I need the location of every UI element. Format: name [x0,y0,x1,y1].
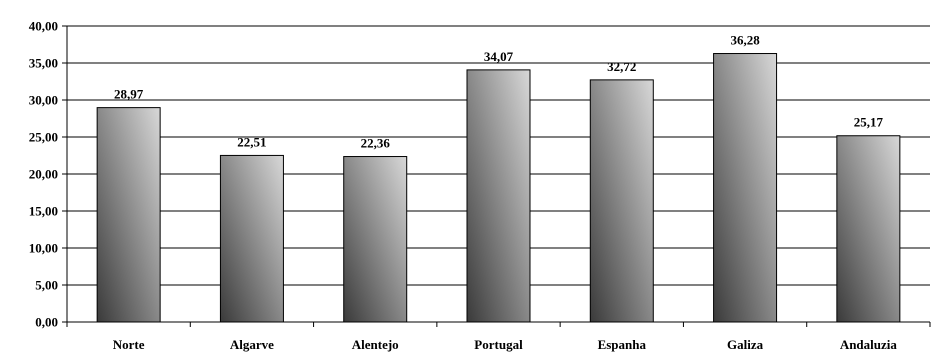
y-tick-label: 25,00 [29,130,58,145]
bars [96,53,901,323]
axes [66,26,931,327]
data-labels: 28,97 22,51 22,36 34,07 32,72 36,28 25,17 [114,33,883,151]
data-label: 32,72 [607,59,636,74]
data-label: 34,07 [484,49,514,64]
y-axis-ticks: 0,00 5,00 10,00 15,00 20,00 25,00 30,00 35,00 40… [29,19,67,330]
bar-norte [96,107,161,323]
data-label: 22,51 [237,134,266,149]
y-tick-label: 0,00 [35,315,58,330]
bar-andaluzia [836,135,901,323]
bar-galiza [713,53,778,323]
x-category-label: Norte [113,337,145,352]
bar-alentejo [343,156,408,323]
data-label: 25,17 [854,115,884,130]
bar-espanha [589,79,654,323]
x-axis-labels: Norte Algarve Alentejo Portugal Espanha Galiz… [113,337,898,352]
x-category-label: Galiza [727,337,764,352]
y-tick-label: 20,00 [29,167,58,182]
x-category-label: Espanha [598,337,647,352]
y-tick-label: 35,00 [29,56,58,71]
data-label: 28,97 [114,87,144,102]
data-label: 22,36 [361,136,391,151]
bar-algarve [219,154,284,323]
y-tick-label: 30,00 [29,93,58,108]
y-tick-label: 10,00 [29,241,58,256]
x-category-label: Algarve [230,337,274,352]
x-category-label: Portugal [474,337,523,352]
x-category-label: Andaluzia [840,337,898,352]
data-label: 36,28 [730,33,760,48]
y-tick-label: 40,00 [29,19,58,34]
y-tick-label: 15,00 [29,204,58,219]
x-category-label: Alentejo [352,337,399,352]
y-tick-label: 5,00 [35,278,58,293]
bar-portugal [466,69,531,323]
